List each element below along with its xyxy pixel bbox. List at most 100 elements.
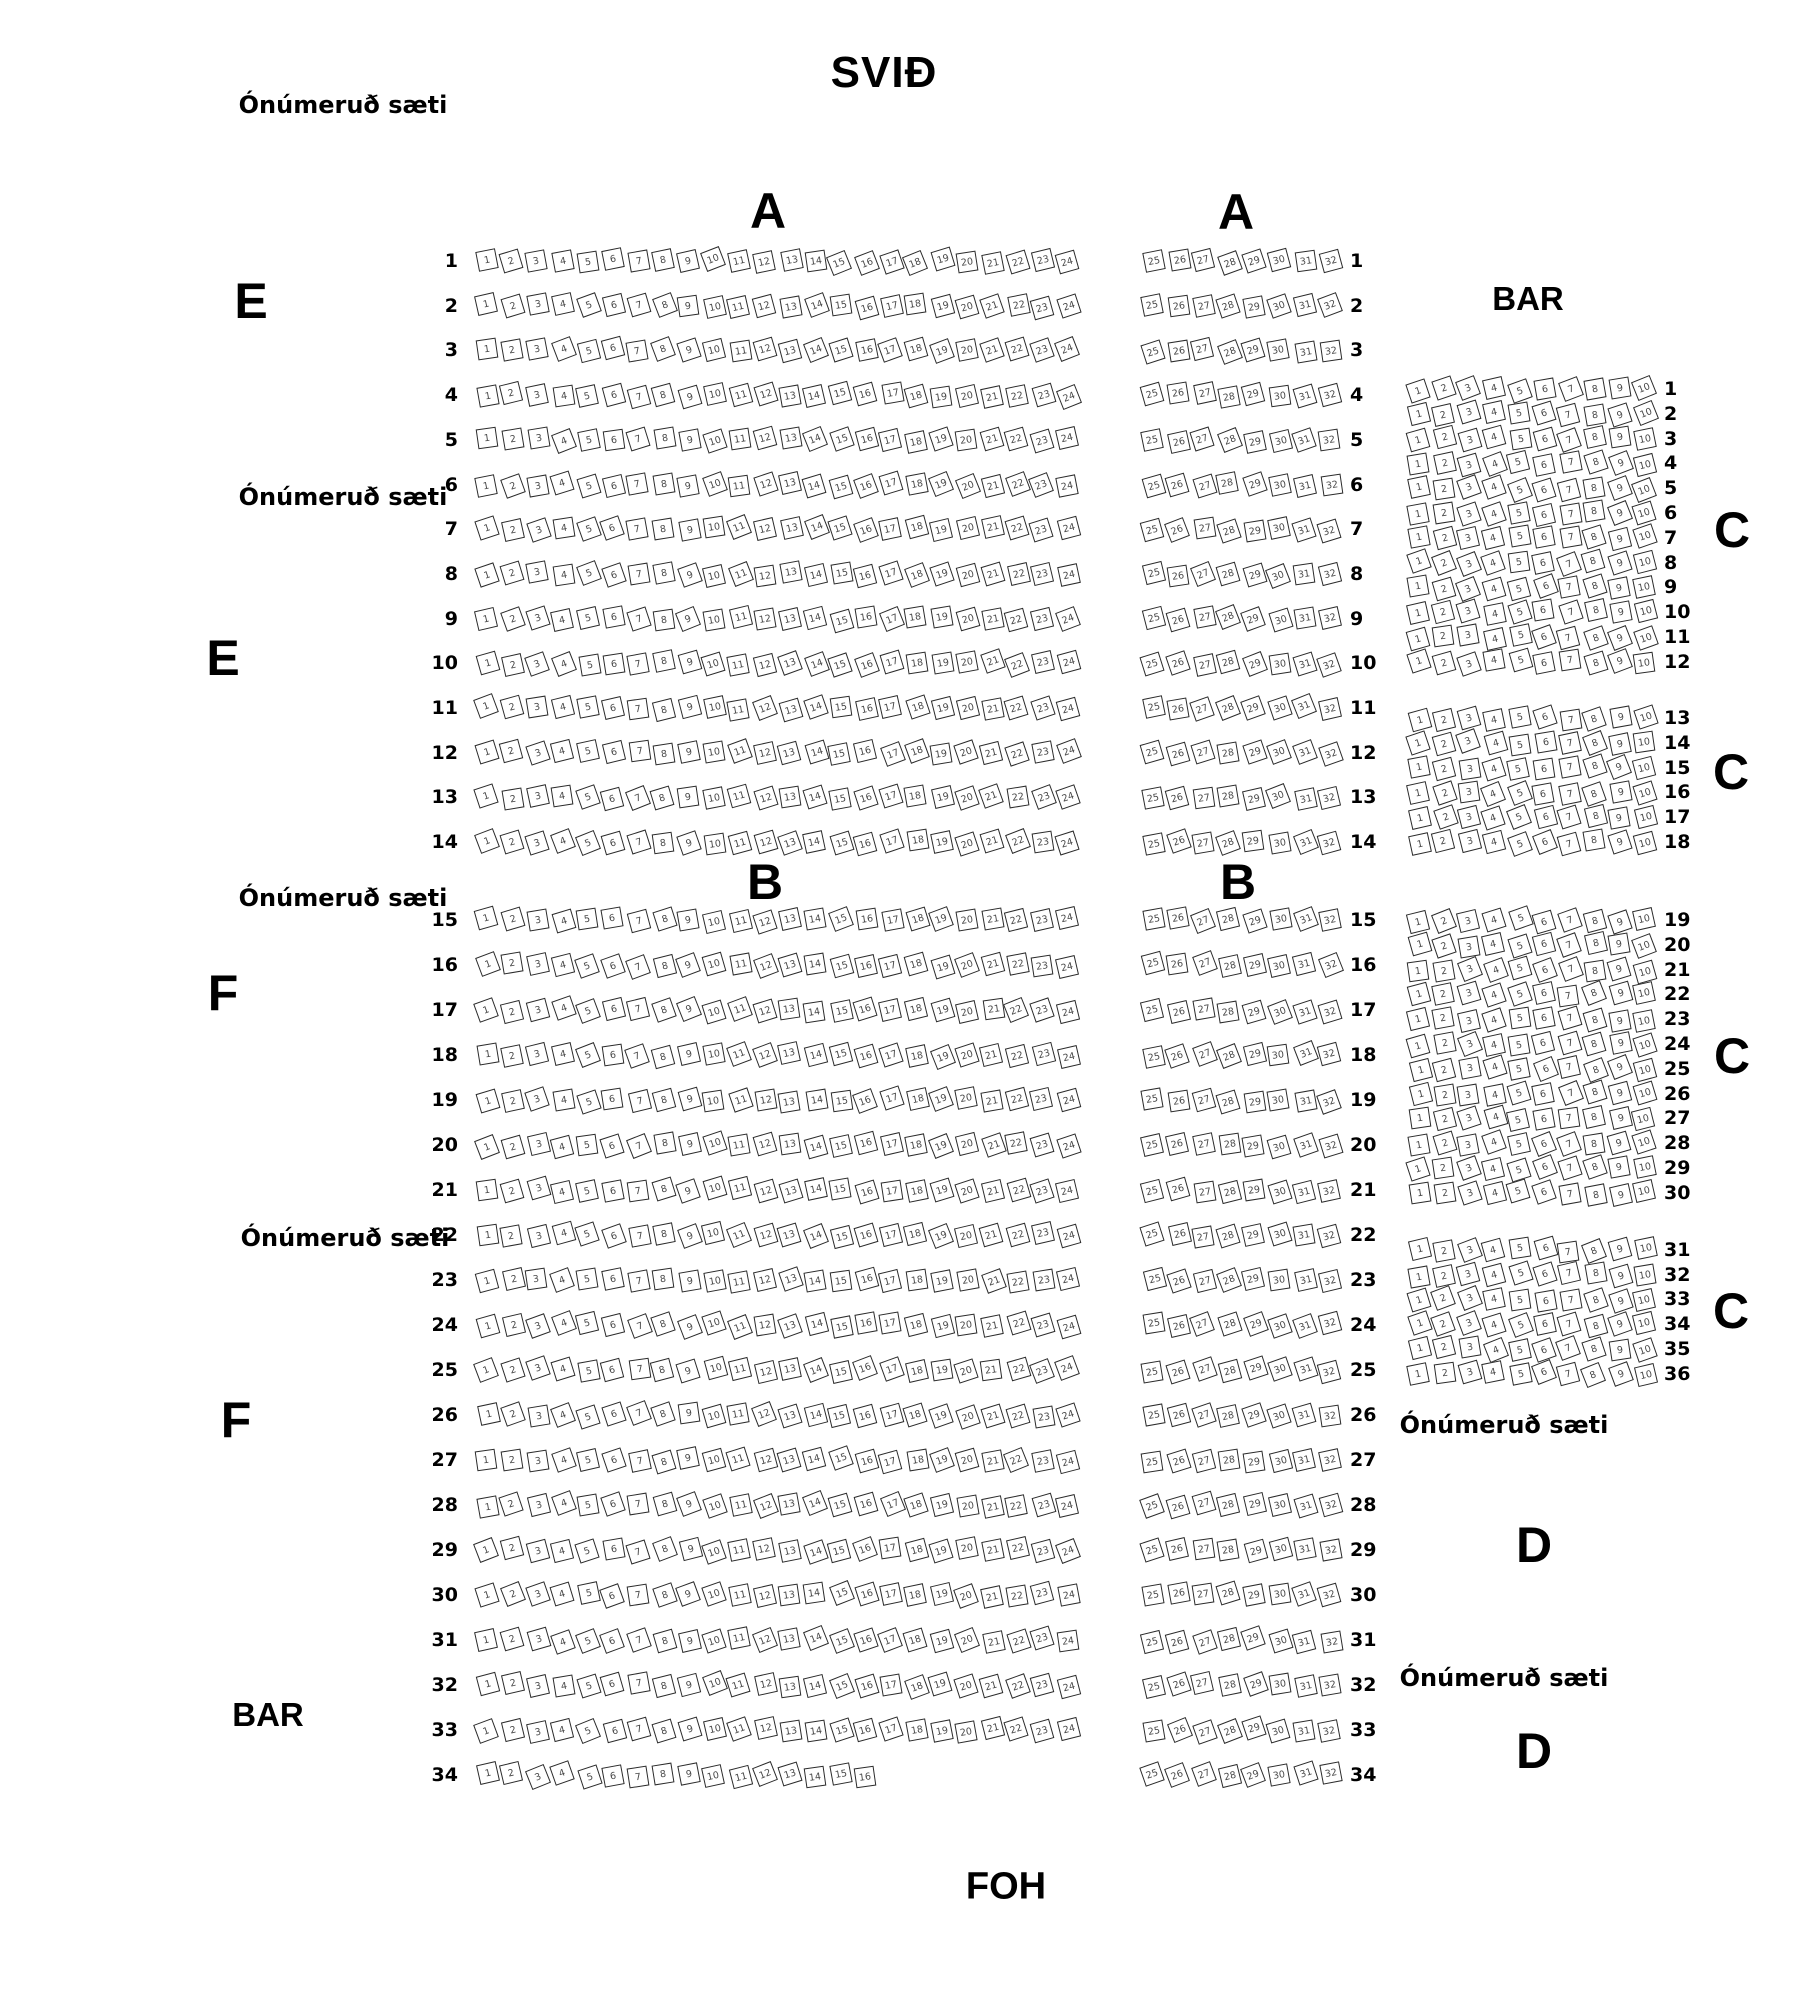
seat[interactable]: 14 — [801, 383, 827, 409]
seat[interactable]: 21 — [981, 907, 1005, 931]
seat[interactable]: 5 — [1508, 647, 1534, 673]
seat[interactable]: 9 — [1609, 780, 1633, 804]
seat[interactable]: 30 — [1266, 1134, 1292, 1160]
seat[interactable]: 12 — [753, 785, 779, 811]
seat[interactable]: 10 — [1633, 1263, 1657, 1287]
seat[interactable]: 23 — [1030, 695, 1056, 721]
seat[interactable]: 10 — [701, 1581, 727, 1607]
seat[interactable]: 15 — [829, 1673, 856, 1700]
seat[interactable]: 16 — [853, 1765, 877, 1789]
seat[interactable]: 4 — [1480, 804, 1506, 831]
seat[interactable]: 26 — [1165, 1494, 1191, 1519]
seat[interactable]: 22 — [1004, 741, 1030, 767]
seat[interactable]: 21 — [980, 1358, 1003, 1382]
seat[interactable]: 26 — [1165, 1176, 1191, 1202]
seat[interactable]: 4 — [1482, 957, 1509, 983]
seat[interactable]: 23 — [1030, 1580, 1055, 1606]
seat[interactable]: 31 — [1294, 1674, 1318, 1698]
seat[interactable]: 6 — [600, 1267, 625, 1291]
seat[interactable]: 11 — [725, 1041, 752, 1067]
seat[interactable]: 13 — [778, 1178, 804, 1204]
seat[interactable]: 1 — [476, 1495, 500, 1519]
seat[interactable]: 2 — [499, 1400, 526, 1427]
seat[interactable]: 13 — [776, 649, 803, 676]
seat[interactable]: 11 — [726, 697, 750, 722]
seat[interactable]: 18 — [903, 738, 930, 765]
seat[interactable]: 14 — [802, 1625, 829, 1652]
seat[interactable]: 10 — [702, 563, 726, 588]
seat[interactable]: 18 — [902, 1627, 928, 1653]
seat[interactable]: 21 — [982, 997, 1005, 1021]
seat[interactable]: 5 — [1506, 1157, 1532, 1183]
seat[interactable]: 7 — [627, 1223, 652, 1248]
seat[interactable]: 19 — [930, 829, 954, 854]
seat[interactable]: 27 — [1189, 426, 1215, 452]
seat[interactable]: 6 — [1530, 1359, 1557, 1385]
seat[interactable]: 4 — [552, 563, 575, 587]
seat[interactable]: 11 — [729, 339, 752, 363]
seat[interactable]: 15 — [827, 1492, 852, 1518]
seat[interactable]: 5 — [1508, 705, 1532, 729]
seat[interactable]: 25 — [1138, 1536, 1165, 1563]
seat[interactable]: 29 — [1242, 1450, 1266, 1474]
seat[interactable]: 32 — [1316, 518, 1342, 544]
seat[interactable]: 3 — [1456, 705, 1482, 730]
seat[interactable]: 30 — [1268, 607, 1294, 633]
seat[interactable]: 2 — [1431, 756, 1456, 782]
seat[interactable]: 30 — [1268, 1448, 1294, 1474]
seat[interactable]: 29 — [1242, 562, 1268, 588]
seat[interactable]: 18 — [903, 383, 928, 409]
seat[interactable]: 11 — [727, 1270, 751, 1294]
seat[interactable]: 19 — [930, 997, 955, 1023]
seat[interactable]: 8 — [651, 517, 675, 541]
seat[interactable]: 12 — [752, 909, 779, 935]
seat[interactable]: 14 — [805, 1088, 829, 1112]
seat[interactable]: 21 — [980, 1449, 1005, 1473]
seat[interactable]: 5 — [575, 739, 600, 763]
seat[interactable]: 9 — [1607, 829, 1633, 855]
seat[interactable]: 18 — [903, 1583, 928, 1607]
seat[interactable]: 15 — [830, 1090, 853, 1113]
seat[interactable]: 7 — [626, 1313, 653, 1340]
seat[interactable]: 8 — [652, 1491, 678, 1517]
seat[interactable]: 15 — [830, 999, 854, 1023]
seat[interactable]: 2 — [499, 560, 525, 586]
seat[interactable]: 5 — [1508, 1260, 1534, 1286]
seat[interactable]: 6 — [601, 1179, 625, 1203]
seat[interactable]: 14 — [803, 1269, 827, 1293]
seat[interactable]: 7 — [624, 1043, 651, 1070]
seat[interactable]: 1 — [1408, 1181, 1432, 1205]
seat[interactable]: 27 — [1191, 1718, 1218, 1745]
seat[interactable]: 9 — [678, 1268, 702, 1293]
seat[interactable]: 19 — [927, 1671, 953, 1697]
seat[interactable]: 11 — [728, 1493, 753, 1517]
seat[interactable]: 14 — [803, 694, 829, 720]
seat[interactable]: 7 — [625, 1132, 652, 1159]
seat[interactable]: 6 — [1530, 624, 1557, 650]
seat[interactable]: 11 — [728, 427, 751, 451]
seat[interactable]: 17 — [879, 649, 904, 674]
seat[interactable]: 6 — [601, 293, 626, 318]
seat[interactable]: 2 — [499, 1761, 524, 1786]
seat[interactable]: 10 — [702, 1493, 728, 1519]
seat[interactable]: 26 — [1164, 1762, 1191, 1789]
seat[interactable]: 25 — [1140, 517, 1165, 543]
seat[interactable]: 9 — [675, 605, 702, 632]
seat[interactable]: 6 — [1531, 931, 1556, 956]
seat[interactable]: 24 — [1054, 830, 1080, 856]
seat[interactable]: 3 — [1457, 1180, 1483, 1206]
seat[interactable]: 4 — [550, 1041, 575, 1066]
seat[interactable]: 22 — [1004, 336, 1029, 362]
seat[interactable]: 31 — [1291, 951, 1316, 976]
seat[interactable]: 5 — [1507, 1131, 1531, 1156]
seat[interactable]: 12 — [751, 250, 776, 274]
seat[interactable]: 6 — [599, 952, 626, 979]
seat[interactable]: 1 — [1407, 1236, 1432, 1261]
seat[interactable]: 26 — [1164, 1537, 1189, 1562]
seat[interactable]: 4 — [1481, 1032, 1506, 1057]
seat[interactable]: 30 — [1268, 1536, 1294, 1561]
seat[interactable]: 30 — [1267, 1313, 1293, 1340]
seat[interactable]: 9 — [1607, 806, 1631, 831]
seat[interactable]: 1 — [474, 1582, 500, 1608]
seat[interactable]: 3 — [525, 1355, 552, 1381]
